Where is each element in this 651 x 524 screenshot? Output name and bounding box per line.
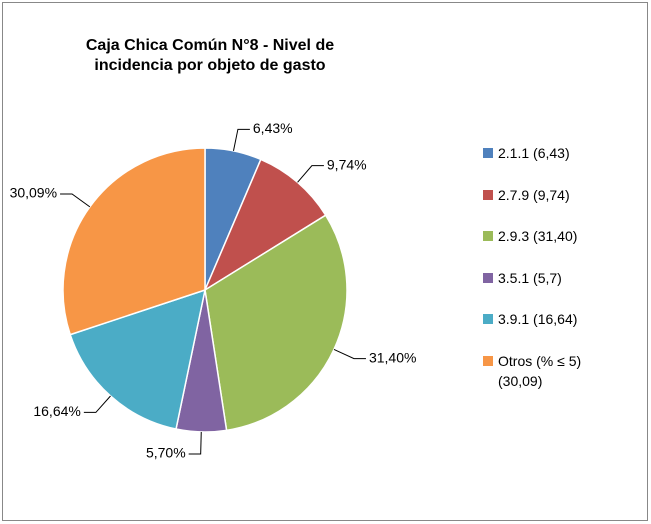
- data-label: 31,40%: [369, 349, 416, 365]
- legend-swatch: [483, 189, 493, 200]
- pie-slice: [69, 288, 206, 430]
- pie-slice: [203, 158, 327, 292]
- pie-slice: [62, 147, 206, 336]
- leader-line: [188, 431, 202, 455]
- data-label: 30,09%: [10, 185, 57, 201]
- legend-label: Otros (% ≤ 5) (30,09): [498, 352, 582, 389]
- chart-title: Caja Chica Común N°8 - Nivel de incidenc…: [85, 37, 335, 74]
- legend-swatch: [483, 231, 493, 241]
- legend-label: 3.9.1 (16,64): [498, 311, 578, 327]
- legend-swatch: [483, 272, 493, 283]
- data-label: 9,74%: [327, 156, 367, 172]
- legend-swatch: [483, 148, 493, 158]
- data-label: 16,64%: [33, 403, 80, 419]
- legend-label: 2.7.9 (9,74): [498, 186, 570, 203]
- legend-label: 2.9.3 (31,40): [498, 228, 578, 244]
- leader-line: [233, 128, 250, 151]
- leader-line: [83, 395, 111, 413]
- data-label: 6,43%: [253, 120, 293, 136]
- legend-swatch: [483, 355, 493, 366]
- pie-slice: [204, 214, 348, 432]
- leader-line: [333, 348, 366, 360]
- legend-label: 2.1.1 (6,43): [498, 145, 570, 161]
- leader-line: [297, 165, 324, 183]
- data-label: 5,70%: [146, 445, 186, 461]
- legend-label: 3.5.1 (5,7): [498, 269, 562, 286]
- legend-swatch: [483, 314, 493, 324]
- leader-line: [60, 193, 91, 208]
